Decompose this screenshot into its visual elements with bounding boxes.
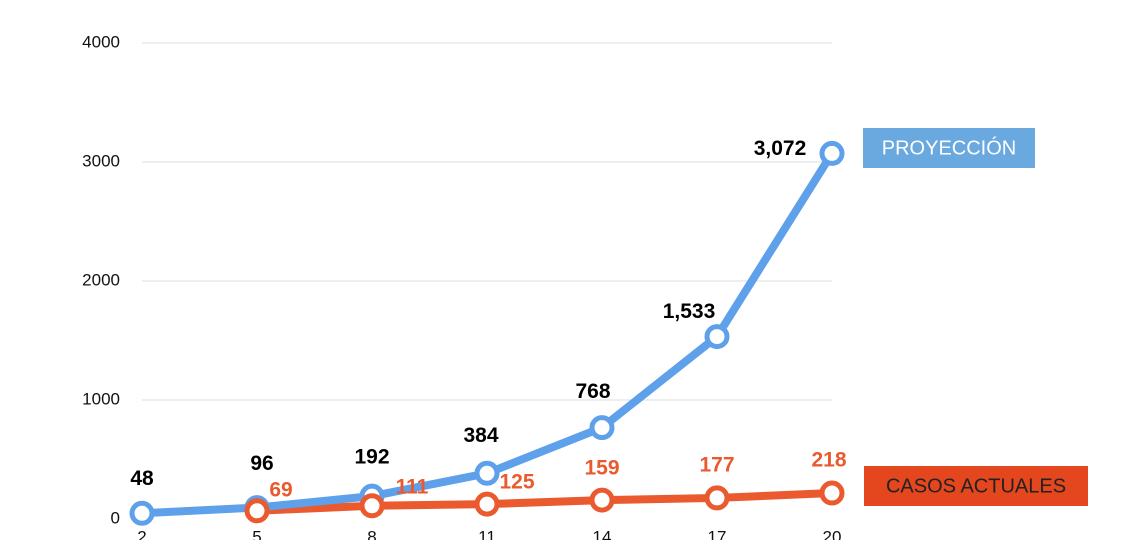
data-label: 69 xyxy=(269,478,292,501)
x-tick-label: 11 xyxy=(478,527,496,540)
legend-box xyxy=(864,466,1088,506)
data-point xyxy=(244,498,270,524)
data-label: 3,072 xyxy=(754,137,807,160)
data-label: 177 xyxy=(699,453,734,476)
data-point xyxy=(819,480,845,506)
x-tick-label: 8 xyxy=(367,527,376,540)
data-point xyxy=(819,140,845,166)
x-tick-label: 2 xyxy=(137,527,146,540)
series-line xyxy=(256,489,833,515)
data-point xyxy=(474,491,500,517)
x-tick-label: 5 xyxy=(252,527,261,540)
y-tick-label: 3000 xyxy=(82,151,120,170)
y-tick-label: 4000 xyxy=(82,32,120,51)
data-label: 125 xyxy=(499,471,534,494)
data-point xyxy=(704,485,730,511)
y-tick-label: 2000 xyxy=(82,270,120,289)
y-tick-label: 0 xyxy=(111,508,120,527)
data-label: 218 xyxy=(811,449,846,472)
legend-label: PROYECCIÓN xyxy=(882,136,1016,159)
data-point xyxy=(129,500,155,526)
data-label: 384 xyxy=(463,424,498,447)
x-tick-label: 20 xyxy=(823,527,842,540)
data-label: 111 xyxy=(396,475,429,498)
data-point xyxy=(589,487,615,513)
x-tick-label: 17 xyxy=(708,527,727,540)
data-point xyxy=(474,460,500,486)
data-label: 96 xyxy=(250,452,273,475)
data-point xyxy=(704,324,730,350)
data-point xyxy=(589,415,615,441)
legend-label: CASOS ACTUALES xyxy=(886,475,1066,497)
x-tick-label: 14 xyxy=(593,527,612,540)
data-point xyxy=(359,493,385,519)
data-label: 192 xyxy=(354,446,389,469)
data-label: 1,533 xyxy=(663,300,716,323)
data-label: 768 xyxy=(575,380,610,403)
y-tick-label: 1000 xyxy=(82,389,120,408)
data-label: 48 xyxy=(130,467,154,490)
data-label: 159 xyxy=(584,457,619,480)
legend-box xyxy=(863,128,1035,168)
